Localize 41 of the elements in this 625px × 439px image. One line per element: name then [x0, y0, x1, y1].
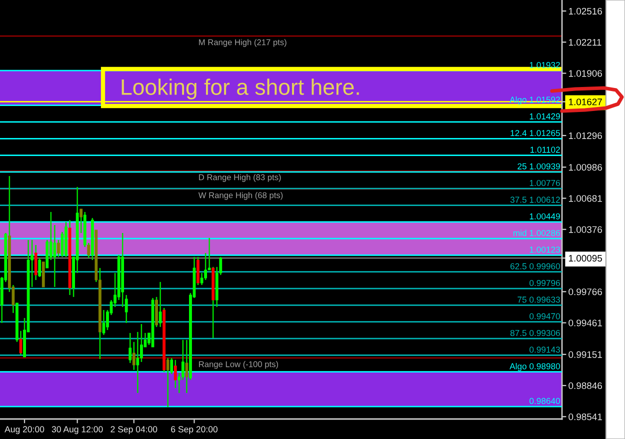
y-tick-label: 1.00986: [568, 164, 602, 171]
ref-line-label: Algo 0.98980: [510, 362, 560, 372]
ref-line-label: 1.01429: [530, 113, 560, 120]
ref-line-label: 75 0.99633: [518, 296, 560, 303]
annotation: W Range High (68 pts): [198, 192, 283, 200]
y-tick-label: 0.99461: [568, 320, 602, 326]
x-tick-label: 30 Aug 12:00: [52, 426, 103, 434]
y-tick-label: 0.99766: [568, 288, 602, 296]
ref-line-label: 12.4 1.01265: [510, 130, 560, 136]
annotation: Range Low (-100 pts): [199, 361, 278, 369]
ref-line-label: 0.99796: [530, 280, 560, 286]
ref-line-label: 0.99470: [530, 313, 560, 320]
ref-line-label: 1.00123: [530, 246, 560, 253]
ref-line-label: 25 1.00939: [518, 163, 560, 170]
ref-line-label: 1.00776: [530, 180, 560, 186]
y-tick-label: 1.00681: [568, 195, 602, 202]
ref-line-label: 37.5 1.00612: [510, 196, 560, 203]
y-tick-label: 0.98846: [568, 382, 602, 390]
y-tick-label: 1.00376: [568, 226, 602, 233]
x-tick-label: 6 Sep 20:00: [171, 426, 218, 434]
annotation: Looking for a short here.: [122, 78, 359, 100]
y-tick-label: 1.01296: [568, 132, 602, 140]
ref-line-label: 0.98640: [530, 398, 560, 404]
y-tick-label: 1.02211: [568, 38, 602, 46]
ref-line-label: 1.01932: [530, 62, 560, 68]
ref-line-label: 62.5 0.99960: [510, 263, 560, 270]
ref-line-label: 1.00449: [530, 213, 560, 220]
y-tick-label: 1.02516: [568, 8, 602, 15]
ref-line-label: 0.99143: [530, 346, 560, 353]
annotation: M Range High (217 pts): [199, 39, 286, 47]
ref-line-label: mid 1.00286: [513, 230, 560, 236]
y-tick-label: 0.99151: [568, 351, 602, 358]
annotation: D Range High (83 pts): [199, 174, 281, 182]
y-tick-label: 1.00095: [568, 254, 602, 262]
x-tick-label: Aug 20:00: [4, 426, 44, 434]
y-tick-label: 1.01627: [568, 98, 602, 106]
ref-line-label: 1.01102: [530, 146, 560, 153]
ref-line-label: 87.5 0.99306: [510, 330, 560, 336]
y-tick-label: 1.01906: [568, 70, 602, 77]
y-tick-label: 0.98541: [568, 413, 602, 420]
x-tick-label: 2 Sep 04:00: [110, 426, 158, 434]
